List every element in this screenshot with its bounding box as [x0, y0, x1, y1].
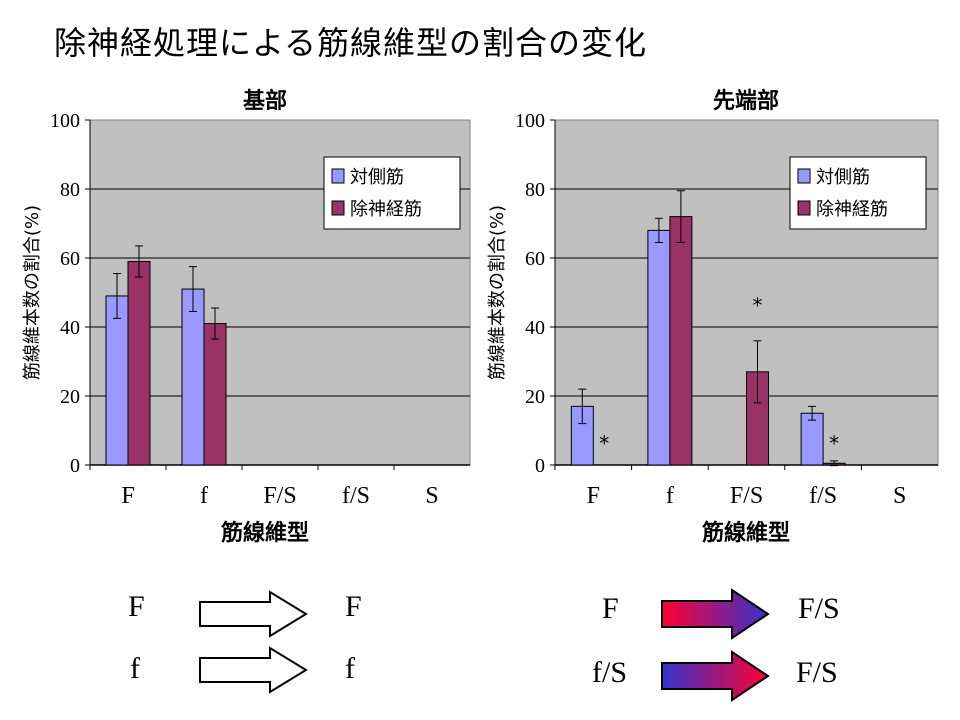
page-title: 除神経処理による筋線維型の割合の変化	[54, 24, 648, 62]
chart2-significance-mark: *	[829, 431, 839, 455]
transition-2-from: f	[130, 652, 140, 685]
chart1-x-tick-label: f/S	[342, 483, 370, 509]
chart1-y-tick-label: 60	[60, 248, 80, 270]
chart2-significance-mark: *	[753, 293, 763, 317]
chart2-x-tick-label: f	[666, 483, 674, 509]
chart1-x-tick-label: F/S	[263, 483, 296, 509]
chart1-bar-denerv	[127, 260, 151, 466]
arrow-outline-icon	[199, 646, 308, 694]
transition-1-to: F	[345, 590, 362, 623]
chart1-bar-contra	[105, 295, 129, 466]
chart1-legend-label: 除神経筋	[350, 199, 422, 220]
transition-4-to: F/S	[796, 656, 838, 689]
chart2-x-tick-label: S	[893, 483, 906, 509]
chart2-legend-label: 除神経筋	[816, 199, 888, 220]
chart1-legend-box	[323, 156, 461, 230]
chart1-legend-swatch	[331, 200, 345, 216]
chart2-bar-contra	[647, 229, 671, 466]
chart1-bar-contra	[181, 288, 205, 466]
chart1-x-tick-label: F	[121, 483, 134, 509]
chart2-x-axis-label: 筋線維型	[701, 520, 790, 546]
transition-1-from: F	[128, 590, 145, 623]
chart2-y-tick-label: 100	[515, 110, 545, 132]
chart1-y-axis-label: 筋線維本数の割合(%)	[22, 205, 43, 380]
arrow-gradient-red-blue-icon	[661, 588, 770, 640]
transition-3-to: F/S	[798, 592, 840, 625]
chart2-x-tick-label: F	[587, 483, 600, 509]
chart2-title: 先端部	[713, 88, 779, 114]
transition-4-from: f/S	[592, 656, 628, 689]
chart2-bar-denerv	[669, 216, 693, 466]
chart1-y-tick-label: 40	[60, 317, 80, 339]
chart1-legend-swatch	[331, 168, 345, 184]
chart1-y-tick-label: 0	[70, 455, 80, 477]
chart1-bar-denerv	[203, 323, 227, 466]
chart2-y-tick-label: 40	[525, 317, 545, 339]
chart1-x-axis-label: 筋線維型	[220, 520, 309, 546]
chart2-legend-box	[789, 156, 927, 230]
chart1-x-tick-label: S	[425, 483, 438, 509]
chart2-y-tick-label: 60	[525, 248, 545, 270]
chart2-y-tick-label: 20	[525, 386, 545, 408]
chart1-title: 基部	[243, 88, 287, 114]
chart2-bar-contra	[800, 412, 824, 466]
chart1-y-tick-label: 80	[60, 179, 80, 201]
chart2-x-tick-label: F/S	[730, 483, 763, 509]
chart1-y-tick-label: 20	[60, 386, 80, 408]
arrow-outline-icon	[199, 590, 308, 638]
arrow-gradient-blue-red-icon	[661, 650, 770, 702]
chart2-y-tick-label: 80	[525, 179, 545, 201]
chart2-legend-label: 対側筋	[816, 167, 870, 188]
transition-2-to: f	[345, 652, 355, 685]
chart2-significance-mark: *	[599, 431, 609, 455]
chart1-y-tick-label: 100	[50, 110, 80, 132]
chart2-legend-swatch	[797, 200, 811, 216]
chart2-y-axis-label: 筋線維本数の割合(%)	[487, 205, 508, 380]
transition-3-from: F	[602, 592, 619, 625]
chart1-x-tick-label: f	[200, 483, 208, 509]
chart2-legend-swatch	[797, 168, 811, 184]
chart2-x-tick-label: f/S	[809, 483, 837, 509]
chart2-y-tick-label: 0	[535, 455, 545, 477]
chart1-legend-label: 対側筋	[350, 167, 404, 188]
